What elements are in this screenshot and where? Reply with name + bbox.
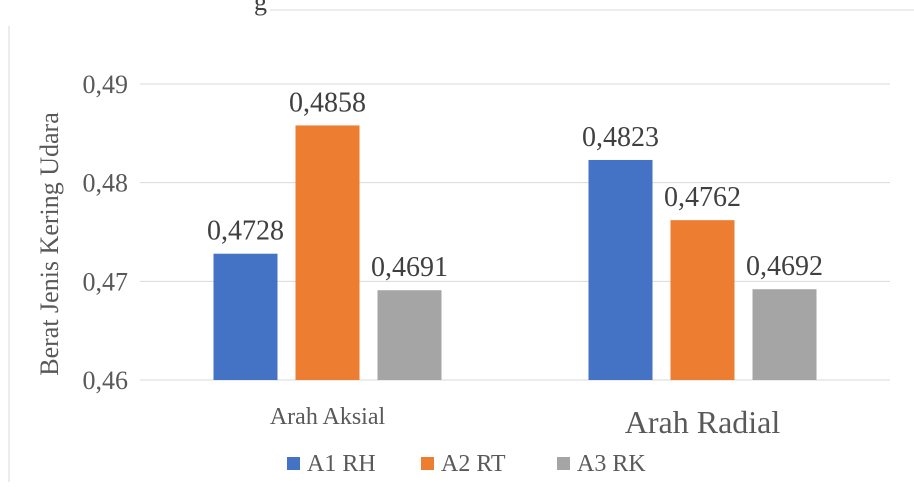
data-label: 0,4692	[746, 251, 823, 282]
y-tick-label: 0,48	[83, 169, 129, 198]
bar-a1-rh	[588, 159, 653, 380]
legend-swatch	[287, 457, 300, 470]
data-label: 0,4858	[289, 87, 366, 118]
y-tick-label: 0,46	[83, 366, 129, 395]
legend-swatch	[557, 457, 570, 470]
bar-a3-rk	[752, 289, 817, 380]
legend: A1 RH A2 RT A3 RK	[287, 451, 646, 477]
data-label: 0,4823	[582, 122, 659, 153]
bar-a1-rh	[213, 253, 278, 380]
bar-a2-rt	[295, 125, 360, 380]
x-category-label: Arah Aksial	[270, 404, 386, 430]
data-label: 0,4691	[371, 252, 448, 283]
legend-swatch	[421, 457, 434, 470]
data-label: 0,4762	[664, 182, 741, 213]
x-axis-categories: Arah Aksial Arah Radial	[270, 404, 781, 440]
y-tick-label: 0,47	[83, 267, 129, 296]
bar-a3-rk	[377, 290, 442, 380]
bars	[213, 125, 817, 380]
y-axis-ticks: 0,46 0,47 0,48 0,49	[83, 70, 129, 395]
legend-label: A2 RT	[441, 451, 506, 477]
x-category-label: Arah Radial	[625, 404, 781, 440]
legend-label: A1 RH	[307, 451, 376, 477]
chart-title-fragment: g	[254, 0, 267, 16]
data-label: 0,4728	[207, 216, 284, 247]
bar-a2-rt	[670, 220, 735, 380]
y-axis-title: Berat Jenis Kering Udara	[35, 112, 64, 376]
legend-label: A3 RK	[577, 451, 646, 477]
y-tick-label: 0,49	[83, 70, 129, 99]
